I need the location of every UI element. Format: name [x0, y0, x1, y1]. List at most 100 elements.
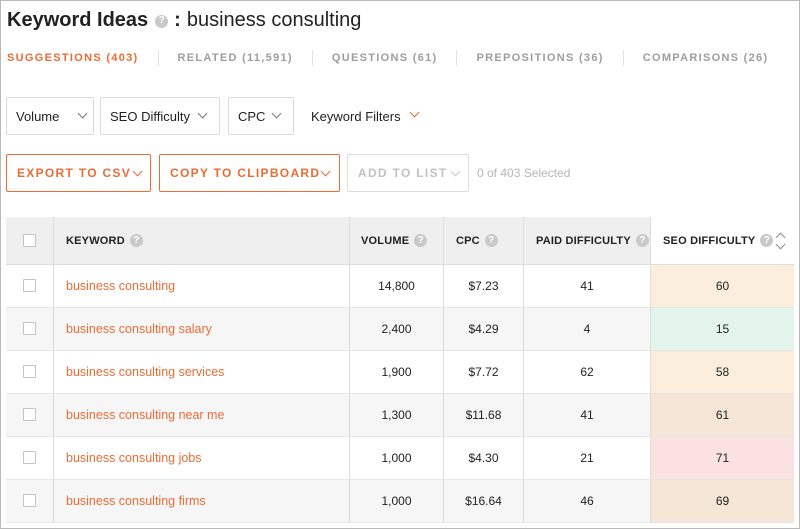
keyword-filters-label: Keyword Filters	[311, 108, 401, 124]
column-divider	[443, 394, 444, 436]
title-label: Keyword Ideas	[7, 8, 149, 31]
paid-difficulty-cell: 62	[580, 365, 594, 379]
column-divider	[443, 351, 444, 393]
cpc-cell: $7.23	[468, 279, 499, 293]
keyword-column-label: KEYWORD	[66, 234, 125, 247]
cpc-column-header[interactable]: CPC ?	[456, 217, 498, 264]
seo-difficulty-cell: 61	[651, 394, 794, 436]
seo-difficulty-cell: 15	[651, 308, 794, 350]
question-icon[interactable]: ?	[414, 234, 428, 247]
column-divider	[650, 308, 651, 350]
sort-arrows-icon[interactable]	[775, 231, 786, 251]
row-checkbox[interactable]	[23, 365, 36, 378]
column-divider	[349, 480, 350, 522]
chevron-down-icon	[320, 166, 331, 177]
column-divider	[523, 351, 524, 393]
keyword-column-header[interactable]: KEYWORD ?	[66, 217, 143, 264]
tab-comparisons[interactable]: COMPARISONS (26)	[642, 52, 769, 64]
column-divider	[349, 394, 350, 436]
volume-cell: 14,800	[378, 279, 415, 293]
keyword-table: KEYWORD ? VOLUME ? CPC ? PAID DIFFICULTY…	[6, 217, 794, 523]
keyword-link[interactable]: business consulting near me	[66, 408, 225, 422]
paid-difficulty-column-header[interactable]: PAID DIFFICULTY ?	[536, 217, 649, 264]
export-csv-button[interactable]: EXPORT TO CSV	[6, 154, 151, 192]
keyword-link[interactable]: business consulting salary	[66, 322, 212, 336]
question-icon[interactable]: ?	[155, 14, 169, 28]
page-title: Keyword Ideas ? : business consulting	[7, 6, 361, 34]
column-divider	[523, 265, 524, 307]
cpc-cell: $4.29	[468, 322, 499, 336]
table-row: business consulting services 1,900 $7.72 62…	[6, 351, 794, 394]
tab-suggestions[interactable]: SUGGESTIONS (403)	[7, 52, 139, 64]
table-row: business consulting salary 2,400 $4.29 4 15	[6, 308, 794, 351]
volume-column-header[interactable]: VOLUME ?	[361, 217, 428, 264]
question-icon[interactable]: ?	[129, 234, 143, 247]
export-csv-label: EXPORT TO CSV	[17, 166, 132, 180]
table-row: business consulting near me 1,300 $11.68 41…	[6, 394, 794, 437]
row-checkbox[interactable]	[23, 494, 36, 507]
tabs-bar: SUGGESTIONS (403) RELATED (11,591) QUEST…	[7, 50, 768, 66]
chevron-down-icon	[132, 166, 143, 177]
tab-divider	[622, 50, 624, 66]
paid-difficulty-column-label: PAID DIFFICULTY	[536, 234, 631, 247]
tab-related[interactable]: RELATED (11,591)	[177, 52, 293, 64]
chevron-down-icon	[77, 108, 88, 119]
column-divider	[53, 308, 54, 350]
question-icon[interactable]: ?	[760, 234, 774, 247]
row-checkbox[interactable]	[23, 279, 36, 292]
seo-difficulty-filter-label: SEO Difficulty	[110, 108, 190, 124]
table-header: KEYWORD ? VOLUME ? CPC ? PAID DIFFICULTY…	[6, 217, 794, 265]
row-checkbox[interactable]	[23, 322, 36, 335]
tab-divider	[456, 50, 458, 66]
column-divider	[53, 394, 54, 436]
seo-difficulty-cell: 58	[651, 351, 794, 393]
question-icon[interactable]: ?	[484, 234, 498, 247]
row-checkbox[interactable]	[23, 408, 36, 421]
keyword-link[interactable]: business consulting	[66, 279, 176, 293]
volume-cell: 1,000	[381, 494, 412, 508]
seo-difficulty-cell: 71	[651, 437, 794, 479]
column-divider	[349, 308, 350, 350]
add-to-list-button[interactable]: ADD TO LIST	[347, 154, 469, 192]
paid-difficulty-cell: 21	[580, 451, 594, 465]
tab-divider	[311, 50, 313, 66]
seo-difficulty-filter-dropdown[interactable]: SEO Difficulty	[100, 97, 220, 135]
chevron-down-icon	[197, 108, 208, 119]
volume-cell: 1,000	[381, 451, 412, 465]
column-divider	[523, 217, 524, 264]
volume-cell: 2,400	[381, 322, 412, 336]
keyword-filters-toggle[interactable]: Keyword Filters	[311, 97, 420, 135]
copy-clipboard-button[interactable]: COPY TO CLIPBOARD	[159, 154, 340, 192]
add-to-list-label: ADD TO LIST	[358, 166, 448, 180]
column-divider	[349, 217, 350, 264]
column-divider	[53, 217, 54, 264]
volume-filter-dropdown[interactable]: Volume	[6, 97, 94, 135]
column-divider	[650, 265, 651, 307]
table-row: business consulting jobs 1,000 $4.30 21 71	[6, 437, 794, 480]
question-icon[interactable]: ?	[635, 234, 649, 247]
column-divider	[650, 480, 651, 522]
tab-prepositions[interactable]: PREPOSITIONS (36)	[476, 52, 604, 64]
cpc-filter-dropdown[interactable]: CPC	[228, 97, 294, 135]
volume-column-label: VOLUME	[361, 234, 410, 247]
column-divider	[53, 480, 54, 522]
column-divider	[443, 480, 444, 522]
column-divider	[523, 308, 524, 350]
tab-questions[interactable]: QUESTIONS (61)	[331, 52, 438, 64]
row-checkbox[interactable]	[23, 451, 36, 464]
select-all-checkbox[interactable]	[23, 234, 36, 247]
column-divider	[650, 217, 651, 264]
column-divider	[349, 437, 350, 479]
keyword-link[interactable]: business consulting jobs	[66, 451, 202, 465]
keyword-link[interactable]: business consulting services	[66, 365, 225, 379]
seo-difficulty-column-header[interactable]: SEO DIFFICULTY ?	[663, 217, 774, 264]
paid-difficulty-cell: 41	[580, 279, 594, 293]
column-divider	[443, 308, 444, 350]
paid-difficulty-cell: 46	[580, 494, 594, 508]
column-divider	[349, 265, 350, 307]
cpc-cell: $11.68	[465, 408, 502, 422]
column-divider	[650, 437, 651, 479]
search-query: business consulting	[186, 8, 362, 31]
keyword-link[interactable]: business consulting firms	[66, 494, 206, 508]
volume-cell: 1,300	[381, 408, 412, 422]
